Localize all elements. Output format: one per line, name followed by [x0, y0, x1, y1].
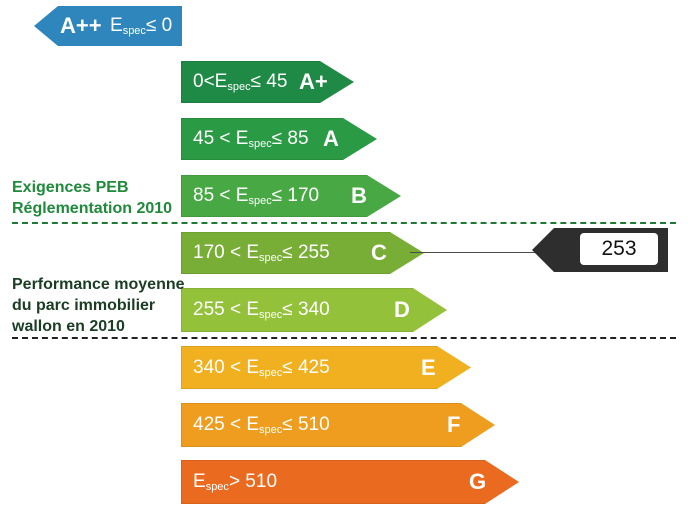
- class-letter-g: G: [469, 469, 487, 494]
- peb-separator-line: [12, 222, 676, 224]
- peb-label-line-2: Réglementation 2010: [12, 200, 173, 217]
- class-letter-a: A: [323, 126, 339, 151]
- class-range-aplus: 0<Espec≤ 45: [193, 71, 288, 93]
- peb-label-line-1: Exigences PEB: [12, 179, 129, 196]
- class-f-bar: 425 < Espec≤ 510 F: [181, 403, 495, 447]
- peb-requirements-label: Exigences PEB Réglementation 2010: [12, 177, 172, 219]
- class-range-b: 85 < Espec≤ 170: [193, 185, 320, 207]
- class-aplus-bar: 0<Espec≤ 45 A+: [181, 61, 354, 103]
- class-letter-aplusplus: A++: [60, 13, 102, 38]
- perf-label-line-3: wallon en 2010: [12, 318, 125, 335]
- class-letter-c: C: [371, 240, 387, 265]
- class-range-d: 255 < Espec≤ 340: [193, 299, 330, 321]
- class-letter-b: B: [351, 183, 367, 208]
- class-b-bar: 85 < Espec≤ 170 B: [181, 175, 401, 217]
- class-range-c: 170 < Espec≤ 255: [193, 242, 330, 264]
- perf-label-line-2: du parc immobilier: [12, 297, 156, 314]
- indicator-value: 253: [580, 233, 658, 265]
- class-letter-f: F: [447, 412, 461, 437]
- class-letter-e: E: [421, 354, 436, 380]
- average-separator-line: [12, 337, 676, 339]
- average-performance-label: Performance moyenne du parc immobilier w…: [12, 274, 185, 337]
- class-range-e: 340 < Espec≤ 425: [193, 356, 330, 379]
- class-aplusplus-arrow: A++ Espec≤ 0: [34, 6, 182, 46]
- perf-label-line-1: Performance moyenne: [12, 276, 185, 293]
- class-c-bar: 170 < Espec≤ 255 C: [181, 232, 424, 274]
- class-range-aplusplus: Espec≤ 0: [110, 15, 173, 37]
- class-range-f: 425 < Espec≤ 510: [193, 414, 330, 436]
- class-a-bar: 45 < Espec≤ 85 A: [181, 118, 377, 160]
- indicator-connector-line: [410, 252, 544, 253]
- class-e-bar: 340 < Espec≤ 425 E: [181, 346, 471, 389]
- class-g-bar: Espec> 510 G: [181, 460, 519, 504]
- class-range-g: Espec> 510: [193, 471, 278, 493]
- class-letter-aplus: A+: [299, 69, 328, 94]
- class-range-a: 45 < Espec≤ 85: [193, 128, 309, 150]
- class-letter-d: D: [394, 297, 410, 322]
- class-d-bar: 255 < Espec≤ 340 D: [181, 288, 447, 332]
